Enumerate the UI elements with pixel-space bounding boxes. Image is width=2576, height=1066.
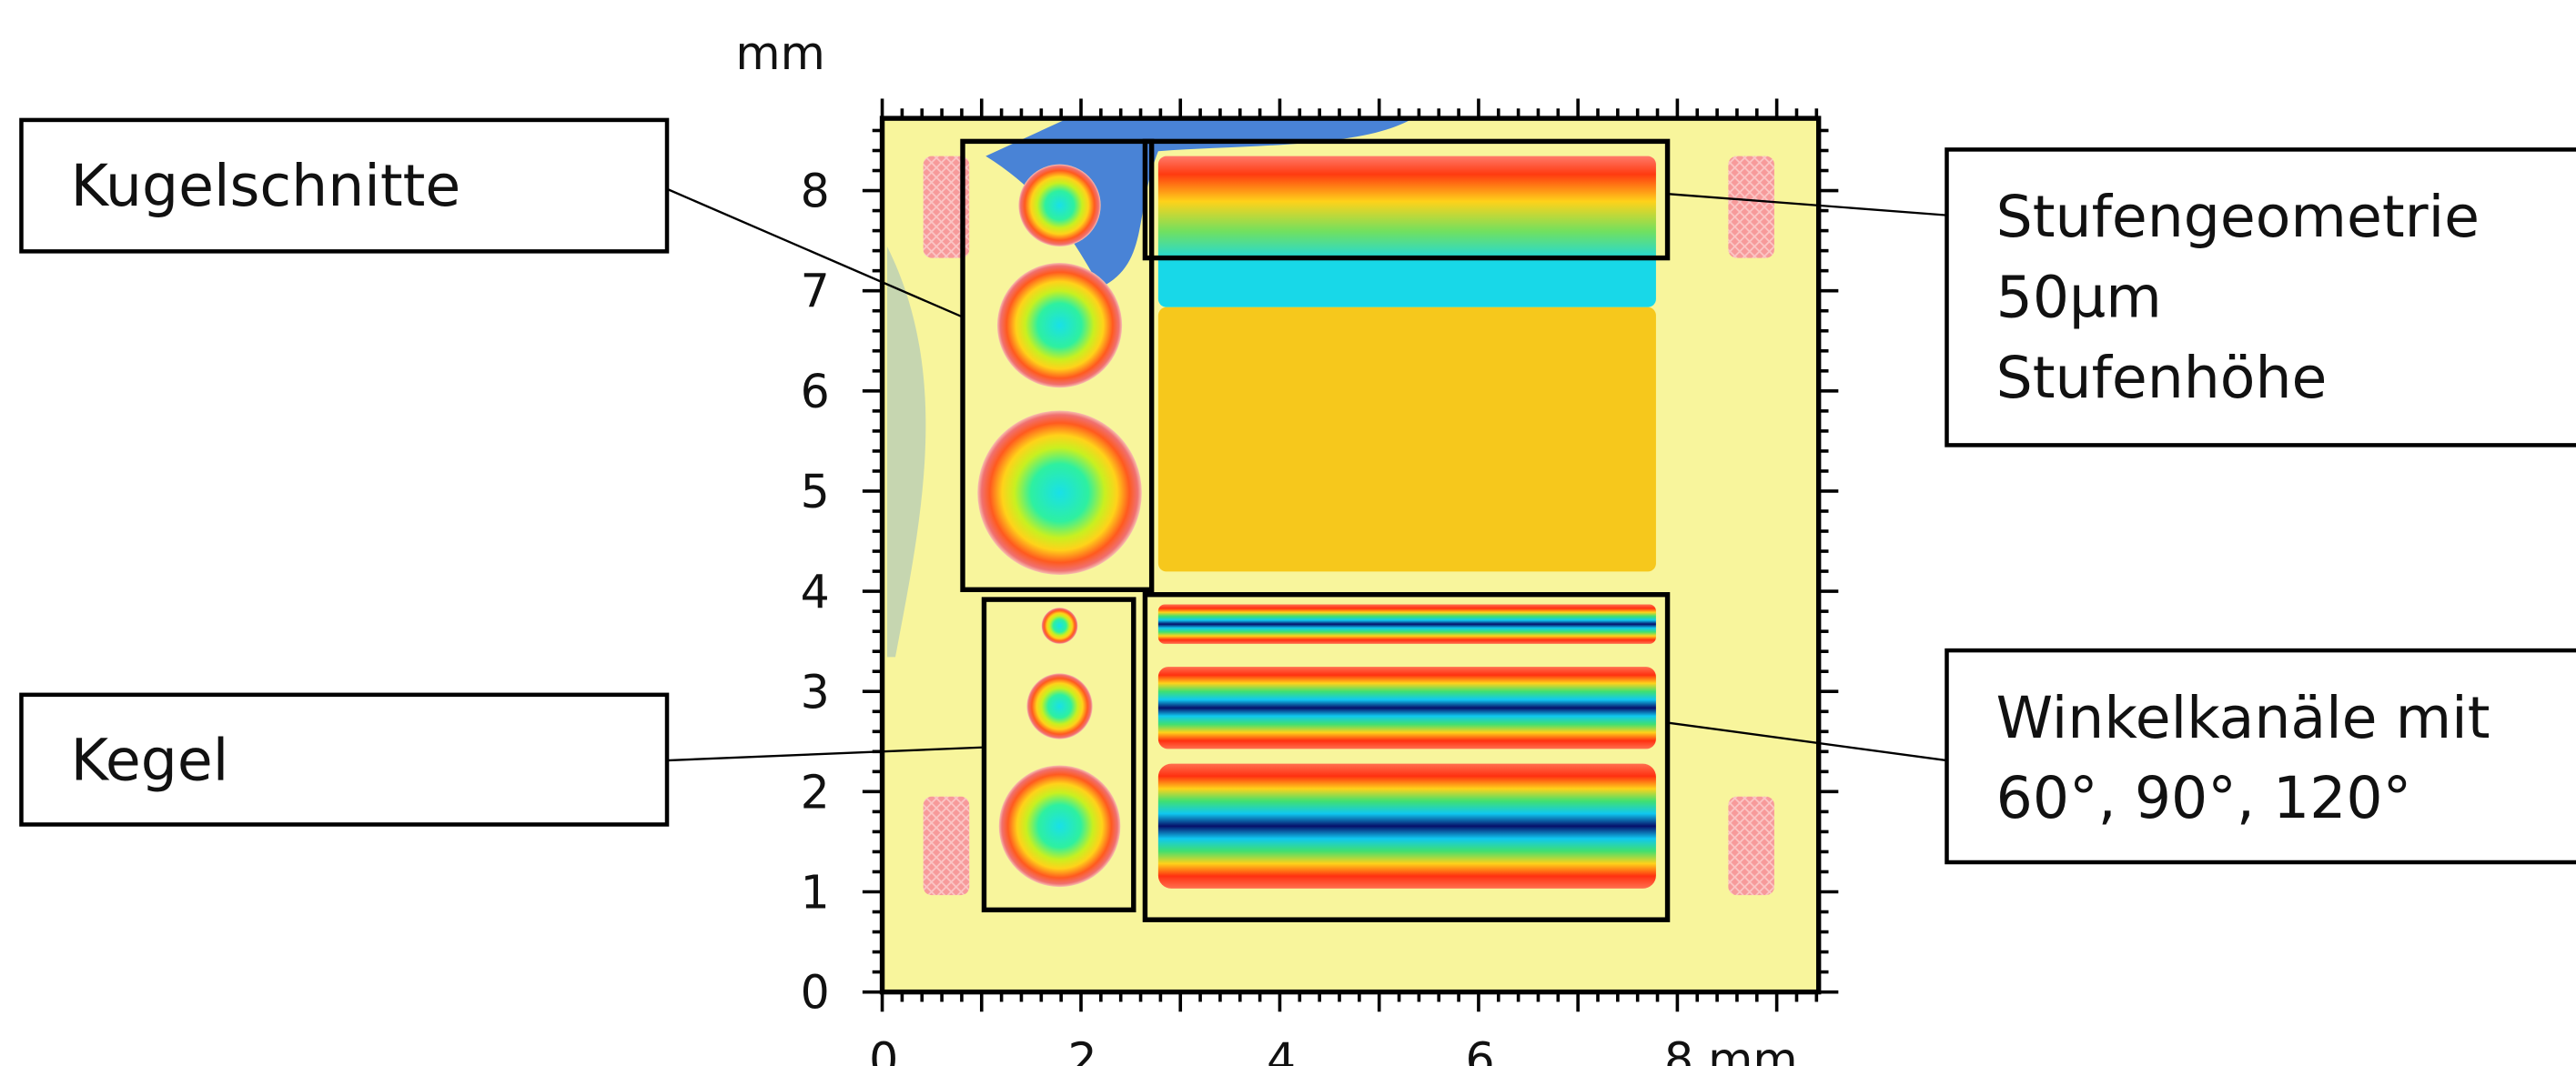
x-tick-label: 8 mm: [1664, 1033, 1798, 1066]
page: {"axes": {"y_unit": "mm", "y_labels": ["…: [0, 0, 2576, 1066]
y-tick-label: 2: [801, 765, 830, 819]
x-tick-label: 2: [1068, 1033, 1097, 1066]
x-tick-label: 6: [1465, 1033, 1494, 1066]
y-tick-label: 6: [801, 365, 830, 418]
y-tick-label: 8: [801, 165, 830, 218]
y-tick-label: 3: [801, 665, 830, 719]
callout-text: Kegel: [71, 727, 229, 794]
callout-text: Stufengeometrie: [1996, 183, 2480, 250]
figure: 0 1 2 3 4 5 6 7 8 0 2 4 6 8 mm mm Kugelschnitte Kegel Stu…: [0, 0, 2576, 1066]
callout-text: Kugelschnitte: [71, 152, 461, 219]
y-tick-label: 4: [801, 565, 830, 618]
y-tick-label: 5: [801, 465, 830, 518]
y-tick-label: 1: [801, 866, 830, 920]
callout-text: Winkelkanäle mit: [1996, 684, 2490, 751]
x-tick-label: 0: [869, 1033, 898, 1066]
y-unit-label: mm: [735, 26, 824, 80]
callout-text: 50µm: [1996, 264, 2162, 331]
callout-text: Stufenhöhe: [1996, 344, 2328, 411]
y-tick-label: 7: [801, 265, 830, 318]
height-map: [883, 118, 1819, 992]
callout-text: 60°, 90°, 120°: [1996, 764, 2412, 831]
x-tick-label: 4: [1267, 1033, 1296, 1066]
y-tick-label: 0: [801, 966, 830, 1020]
